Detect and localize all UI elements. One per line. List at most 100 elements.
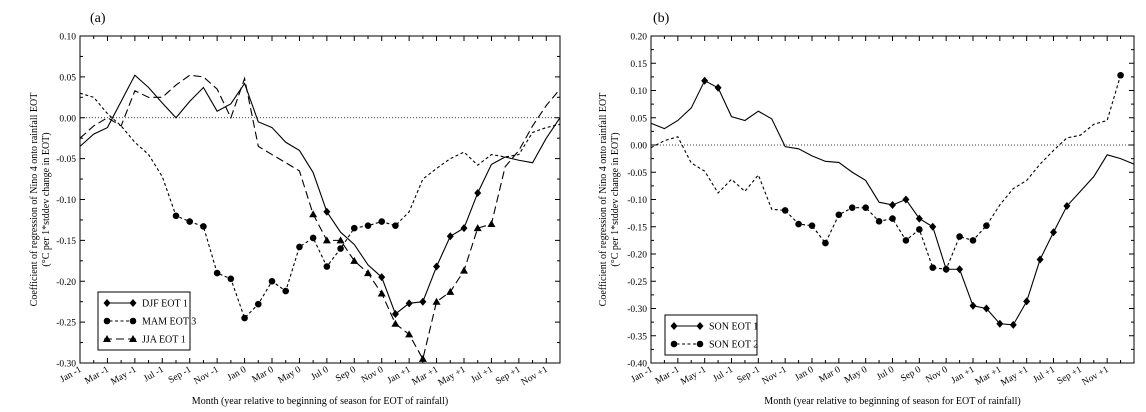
data-point xyxy=(418,354,427,362)
data-point xyxy=(186,218,194,225)
y-tick-label: 0.20 xyxy=(630,33,647,43)
legend-label: MAM EOT 3 xyxy=(142,317,196,328)
series-line xyxy=(79,92,561,320)
x-tick-label: Sep 0 xyxy=(334,365,358,384)
x-tick-label: Sep +1 xyxy=(1056,365,1084,387)
legend-marker xyxy=(129,299,137,307)
y-tick-label: -0.20 xyxy=(56,278,76,288)
data-point xyxy=(200,223,207,230)
series-jja-eot-1 xyxy=(79,74,561,362)
x-tick-label: Jul +1 xyxy=(470,365,496,386)
y-tick-label: 0.10 xyxy=(59,33,76,43)
x-tick-label: Jul +1 xyxy=(1032,365,1058,386)
y-tick-label: 0.15 xyxy=(630,60,647,70)
data-point xyxy=(929,264,937,271)
x-tick-label: Sep -1 xyxy=(736,365,762,386)
legend: DJF EOT 1 MAM EOT 3 JJA EOT 1 xyxy=(97,291,196,351)
data-point xyxy=(902,195,910,204)
series-son-eot-2 xyxy=(650,71,1124,273)
data-point xyxy=(982,304,990,313)
data-point xyxy=(309,210,318,218)
data-point xyxy=(378,273,386,282)
data-point xyxy=(254,300,262,308)
x-tick-label: Jul 0 xyxy=(310,365,331,383)
data-point xyxy=(460,266,468,274)
y-tick-label: -0.05 xyxy=(627,169,647,179)
data-point xyxy=(916,226,923,233)
legend-label: SON EOT 1 xyxy=(709,322,758,333)
y-tick-label: -0.35 xyxy=(627,332,647,342)
data-point xyxy=(432,297,441,305)
data-point xyxy=(364,222,372,229)
data-point xyxy=(929,222,937,231)
x-tick-label: Mar +1 xyxy=(411,365,441,388)
x-tick-label: Mar 0 xyxy=(817,365,842,385)
x-tick-label: May +1 xyxy=(437,365,468,389)
x-tick-label: Jan +1 xyxy=(386,365,413,386)
x-tick-label: Mar -1 xyxy=(83,365,111,387)
data-point xyxy=(956,233,963,240)
data-point xyxy=(889,215,896,222)
data-point xyxy=(942,265,950,273)
x-axis-label: Month (year relative to beginning of sea… xyxy=(192,396,448,407)
x-axis-label: Month (year relative to beginning of sea… xyxy=(764,396,1020,407)
data-point xyxy=(378,218,386,225)
data-point xyxy=(701,76,709,85)
data-point xyxy=(446,287,455,295)
legend-marker xyxy=(696,322,704,330)
legend-marker xyxy=(670,340,678,348)
x-tick-label: Jan +1 xyxy=(950,365,977,386)
data-point xyxy=(241,314,248,322)
data-point xyxy=(996,319,1004,328)
data-point xyxy=(296,243,303,251)
x-tick-label: Jul -1 xyxy=(142,365,166,384)
data-point xyxy=(1036,255,1044,264)
x-tick-label: Sep -1 xyxy=(167,365,193,386)
legend-label: DJF EOT 1 xyxy=(142,299,188,310)
x-tick-label: May +1 xyxy=(999,365,1030,389)
data-point xyxy=(172,212,180,220)
y-tick-label: 0.10 xyxy=(630,87,647,97)
series-mam-eot-3 xyxy=(79,92,561,322)
y-tick-label: -0.40 xyxy=(627,360,647,370)
panel-label: (a) xyxy=(90,11,106,26)
y-tick-label: 0.05 xyxy=(59,73,76,83)
legend-marker xyxy=(103,317,111,325)
data-point xyxy=(433,262,441,271)
x-tick-label: Nov 0 xyxy=(360,365,386,386)
legend-box xyxy=(97,291,191,351)
data-point xyxy=(460,224,468,233)
data-point xyxy=(848,204,856,211)
x-tick-label: Nov -1 xyxy=(193,365,221,387)
y-axis-label-units: (°C per 1*stddev change in EOT) xyxy=(610,132,621,266)
x-tick-label: May 0 xyxy=(277,365,303,386)
data-point xyxy=(227,275,235,283)
legend-box xyxy=(664,314,758,356)
data-point xyxy=(392,222,399,229)
x-tick-label: Jan 0 xyxy=(226,365,248,384)
legend-label: SON EOT 2 xyxy=(709,340,758,351)
series-line xyxy=(650,75,1122,270)
x-tick-label: Mar -1 xyxy=(654,365,682,387)
data-point xyxy=(862,204,869,211)
data-point xyxy=(405,330,414,338)
data-point xyxy=(364,269,372,277)
data-point xyxy=(350,224,358,232)
x-tick-label: May -1 xyxy=(679,365,708,388)
x-tick-label: Mar 0 xyxy=(251,365,276,385)
data-point xyxy=(282,287,290,295)
data-point xyxy=(446,232,454,241)
legend-label: JJA EOT 1 xyxy=(142,335,186,346)
data-point xyxy=(322,236,331,244)
data-point xyxy=(902,237,910,244)
legend-marker xyxy=(103,299,111,307)
data-point xyxy=(795,220,802,228)
data-point xyxy=(1050,228,1057,237)
data-point xyxy=(822,239,829,247)
plot-frame xyxy=(650,35,1135,364)
x-tick-label: Nov 0 xyxy=(924,365,950,386)
x-tick-label: Sep +1 xyxy=(494,365,522,387)
data-point xyxy=(474,188,482,197)
data-point xyxy=(487,220,496,228)
data-point xyxy=(1117,71,1124,79)
